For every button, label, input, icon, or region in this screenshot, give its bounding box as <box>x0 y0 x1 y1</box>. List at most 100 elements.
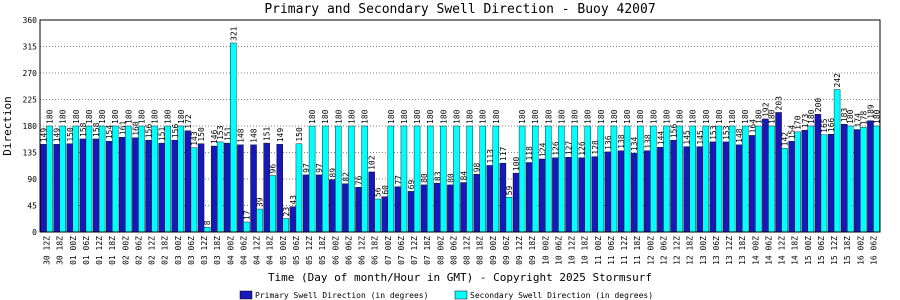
value-label: 113 <box>486 149 495 164</box>
bar <box>846 125 854 233</box>
bar <box>79 138 87 233</box>
x-tick-label: 06 12Z <box>358 236 367 265</box>
value-label: 180 <box>151 109 160 124</box>
bar <box>820 134 828 233</box>
value-label: 180 <box>466 109 475 124</box>
x-tick-label: 05 06Z <box>292 236 301 265</box>
bar <box>644 150 651 233</box>
value-label: 151 <box>158 126 167 141</box>
x-tick-label: 16 06Z <box>869 236 878 265</box>
bar <box>755 125 762 233</box>
value-label: 321 <box>229 26 238 41</box>
bar <box>709 141 717 233</box>
value-label: 89 <box>328 168 337 178</box>
bar <box>125 125 132 233</box>
bar <box>552 157 559 233</box>
x-tick-label: 14 06Z <box>764 236 773 265</box>
value-label: 180 <box>361 109 370 124</box>
bar <box>722 141 730 233</box>
value-label: 180 <box>807 109 816 124</box>
bar <box>355 187 362 233</box>
bar <box>460 182 467 233</box>
value-label: 180 <box>439 109 448 124</box>
value-label: 136 <box>604 135 613 150</box>
value-label: 180 <box>308 109 317 124</box>
bar <box>250 144 257 233</box>
value-label: 180 <box>59 109 68 124</box>
value-label: 97 <box>315 163 324 173</box>
bar <box>565 157 572 233</box>
value-label: 192 <box>761 102 770 117</box>
x-tick-label: 02 06Z <box>134 236 143 265</box>
value-label: 158 <box>92 122 101 137</box>
legend-swatch <box>454 290 468 300</box>
x-tick-label: 15 12Z <box>830 236 839 265</box>
bar <box>479 125 486 233</box>
bar <box>578 157 585 233</box>
value-label: 97 <box>302 163 311 173</box>
value-label: 56 <box>374 187 383 197</box>
value-label: 144 <box>656 131 665 146</box>
bar <box>394 186 402 233</box>
value-label: 127 <box>565 141 574 156</box>
value-label: 180 <box>492 109 501 124</box>
x-tick-label: 10 00Z <box>541 236 550 265</box>
x-tick-label: 06 06Z <box>344 236 353 265</box>
value-label: 200 <box>814 98 823 113</box>
x-tick-label: 09 12Z <box>515 236 524 265</box>
value-label: 82 <box>341 172 350 182</box>
x-tick-label: 08 00Z <box>436 236 445 265</box>
bar <box>702 125 710 233</box>
bar <box>243 221 250 233</box>
value-label: 174 <box>853 113 862 128</box>
value-label: 180 <box>334 109 343 124</box>
bar <box>216 141 224 233</box>
bar <box>315 174 323 233</box>
value-label: 242 <box>833 73 842 88</box>
bar <box>807 125 815 233</box>
bar <box>794 131 801 233</box>
x-tick-label: 05 00Z <box>279 236 288 265</box>
bar <box>525 162 533 233</box>
bar <box>867 120 874 233</box>
bar <box>492 125 500 233</box>
bar <box>683 146 690 233</box>
bar <box>827 134 835 233</box>
value-label: 80 <box>420 173 429 183</box>
value-label: 83 <box>433 171 442 181</box>
x-tick-label: 07 18Z <box>423 236 432 265</box>
value-label: 161 <box>118 121 127 136</box>
value-label: 180 <box>597 109 606 124</box>
x-tick-label: 04 18Z <box>266 236 275 265</box>
value-label: 126 <box>578 141 587 156</box>
x-tick-label: 01 18Z <box>108 236 117 265</box>
bar <box>368 171 375 233</box>
bar <box>854 129 861 233</box>
x-tick-label: 02 12Z <box>148 236 157 265</box>
x-tick-label: 04 00Z <box>226 236 235 265</box>
bar <box>420 184 428 233</box>
value-label: 156 <box>171 124 180 139</box>
bar <box>256 208 263 233</box>
x-tick-label: 12 18Z <box>686 236 695 265</box>
bar <box>92 138 100 233</box>
value-label: 189 <box>866 104 875 119</box>
value-label: 151 <box>223 126 232 141</box>
value-label: 180 <box>767 109 776 124</box>
value-label: 39 <box>256 197 265 207</box>
x-tick-label: 13 18Z <box>738 236 747 265</box>
y-tick-label: 90 <box>27 175 37 184</box>
value-label: 149 <box>276 128 285 143</box>
x-tick-label: 15 00Z <box>804 236 813 265</box>
bar <box>840 124 848 233</box>
bar <box>860 126 867 233</box>
bar <box>171 139 179 233</box>
bar <box>85 125 93 233</box>
x-tick-label: 15 18Z <box>843 236 852 265</box>
value-label: 170 <box>794 115 803 130</box>
bar <box>801 129 809 233</box>
bar <box>447 184 454 233</box>
value-label: 156 <box>145 124 154 139</box>
bar <box>177 125 185 233</box>
value-label: 158 <box>79 122 88 137</box>
